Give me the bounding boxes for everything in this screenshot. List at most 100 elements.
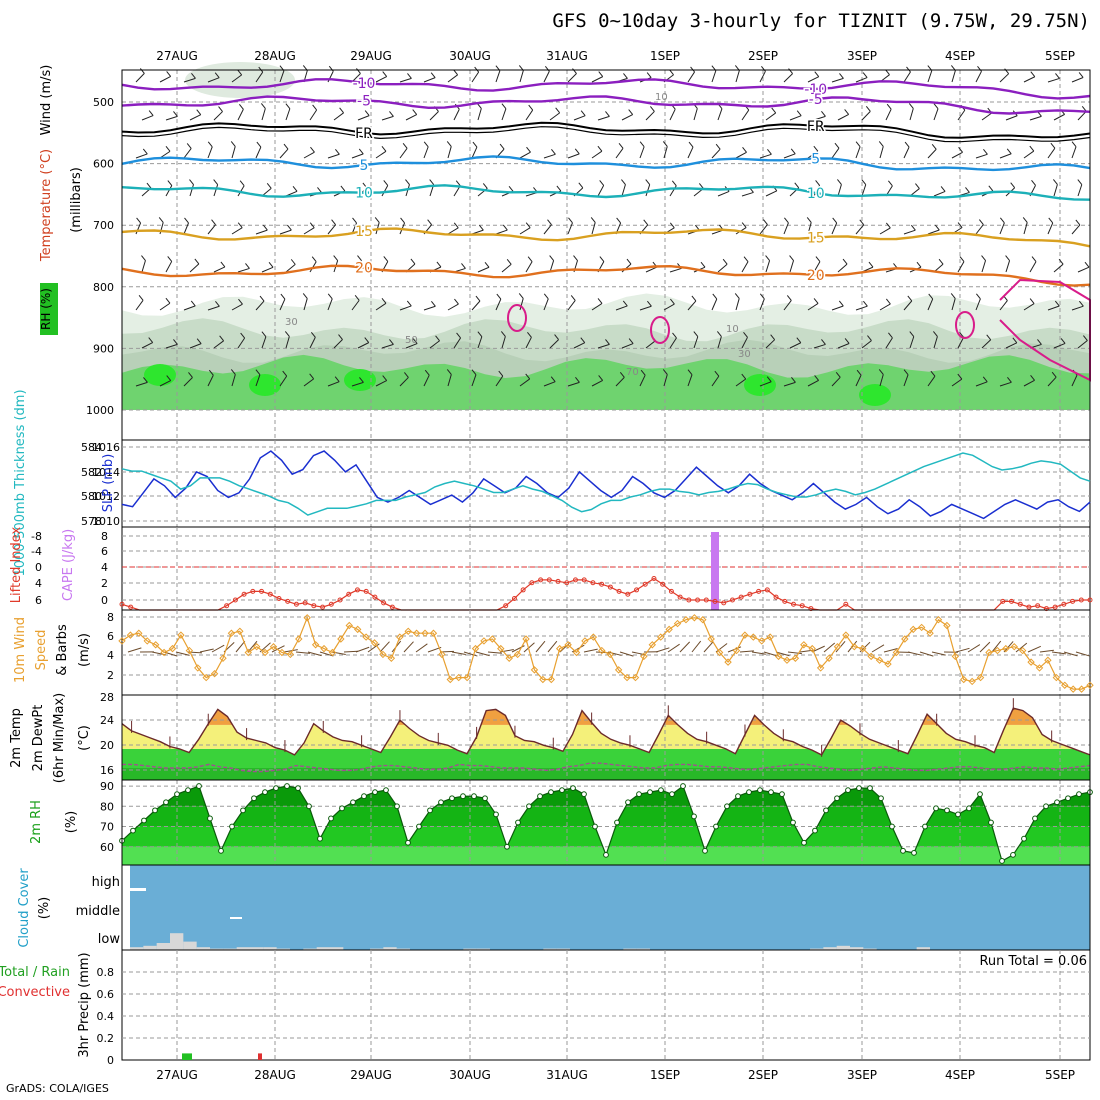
wind-barb: [741, 261, 749, 273]
wind-barb: [1077, 179, 1083, 185]
data-point: [590, 580, 596, 586]
data-point: [151, 641, 160, 649]
wind-barb: [907, 295, 913, 302]
wind-barb: [213, 266, 226, 273]
tick-label: -8: [31, 530, 42, 543]
wind-barb: [775, 651, 790, 657]
data-point: [337, 635, 345, 643]
wind-barb: [691, 640, 702, 653]
wind-barb: [813, 145, 819, 152]
wind-barb: [367, 643, 380, 653]
data-point: [372, 594, 378, 600]
wind-barb: [679, 641, 691, 653]
data-point: [758, 637, 766, 645]
wind-barb: [165, 185, 173, 197]
low-cloud-bar: [463, 948, 477, 950]
data-point: [791, 654, 800, 662]
wind-barb: [1071, 146, 1077, 159]
wind-barb: [927, 375, 936, 387]
wind-barb: [141, 255, 146, 261]
wind-barb: [527, 256, 533, 262]
wind-barb: [832, 217, 838, 224]
tick-label: 1010: [92, 515, 120, 528]
tick-label: 4: [107, 649, 114, 662]
wind-barb: [717, 190, 730, 197]
wind-barb: [888, 332, 893, 339]
data-point: [808, 644, 816, 653]
wind-barb: [501, 108, 507, 121]
temperature-contour: [121, 126, 1091, 143]
wind-barb: [1047, 147, 1056, 159]
wind-barb: [693, 336, 699, 349]
wind-barb: [958, 147, 963, 153]
wind-barb: [806, 217, 812, 223]
wind-barb: [498, 370, 504, 377]
wind-barb: [1051, 651, 1066, 655]
wind-barb: [141, 342, 153, 349]
wind-barb: [867, 335, 872, 341]
wind-barb: [213, 179, 219, 185]
temperature-contour-label: -10: [353, 76, 376, 92]
wind-barb: [567, 153, 580, 159]
wind-barb: [991, 640, 1002, 653]
data-point: [845, 787, 851, 794]
wind-barb: [640, 369, 646, 376]
wind-barb: [759, 224, 768, 235]
data-point: [1032, 815, 1038, 822]
data-point: [603, 851, 609, 858]
high-cloud-bar: [130, 888, 146, 891]
cape-bar: [711, 532, 719, 610]
tick-label: 584: [81, 441, 102, 454]
low-cloud-bar: [316, 947, 330, 950]
data-point: [446, 675, 454, 684]
wind-barb: [549, 339, 559, 349]
wind-barb: [423, 305, 436, 311]
data-point: [843, 601, 849, 607]
wind-barb: [722, 258, 728, 265]
data-point: [625, 591, 631, 597]
wind-barb: [238, 103, 244, 110]
wind-barb: [302, 293, 308, 299]
data-point: [311, 641, 320, 649]
wind-barb: [813, 261, 821, 273]
low-cloud-bar: [170, 933, 184, 950]
data-point: [647, 789, 653, 796]
data-point: [236, 627, 244, 635]
data-point: [278, 648, 286, 657]
wind-barb: [759, 293, 765, 300]
data-point: [884, 660, 892, 668]
wind-barb: [742, 146, 747, 153]
data-point: [642, 581, 648, 587]
axis-label: 2m DewPt: [31, 705, 46, 772]
wind-barb: [189, 114, 201, 121]
wind-barb: [255, 71, 264, 83]
data-point: [438, 799, 444, 806]
series-line: [121, 450, 1091, 520]
wind-barb: [931, 651, 946, 656]
wind-barb: [662, 141, 668, 147]
wind-barb: [358, 148, 364, 155]
data-point: [1052, 673, 1061, 682]
wind-barb: [879, 146, 884, 159]
wind-barb: [357, 255, 362, 261]
wind-barb: [670, 298, 675, 305]
data-point: [875, 656, 884, 664]
wind-barb: [255, 369, 261, 375]
wind-barb: [279, 70, 285, 83]
wind-barb: [975, 153, 988, 159]
wind-barb: [501, 103, 507, 109]
data-point: [606, 650, 614, 659]
wind-barb: [208, 369, 214, 376]
wind-barb: [471, 229, 484, 235]
date-tick-top: 1SEP: [650, 49, 680, 63]
wind-barb: [590, 217, 596, 223]
wind-barb: [1031, 180, 1036, 186]
wind-barb: [357, 342, 369, 349]
wind-barb: [903, 369, 909, 376]
wind-barb: [447, 227, 459, 235]
wind-barb: [687, 374, 693, 387]
wind-barb: [580, 337, 586, 343]
wind-barb: [518, 293, 524, 299]
wind-barb: [211, 644, 225, 653]
